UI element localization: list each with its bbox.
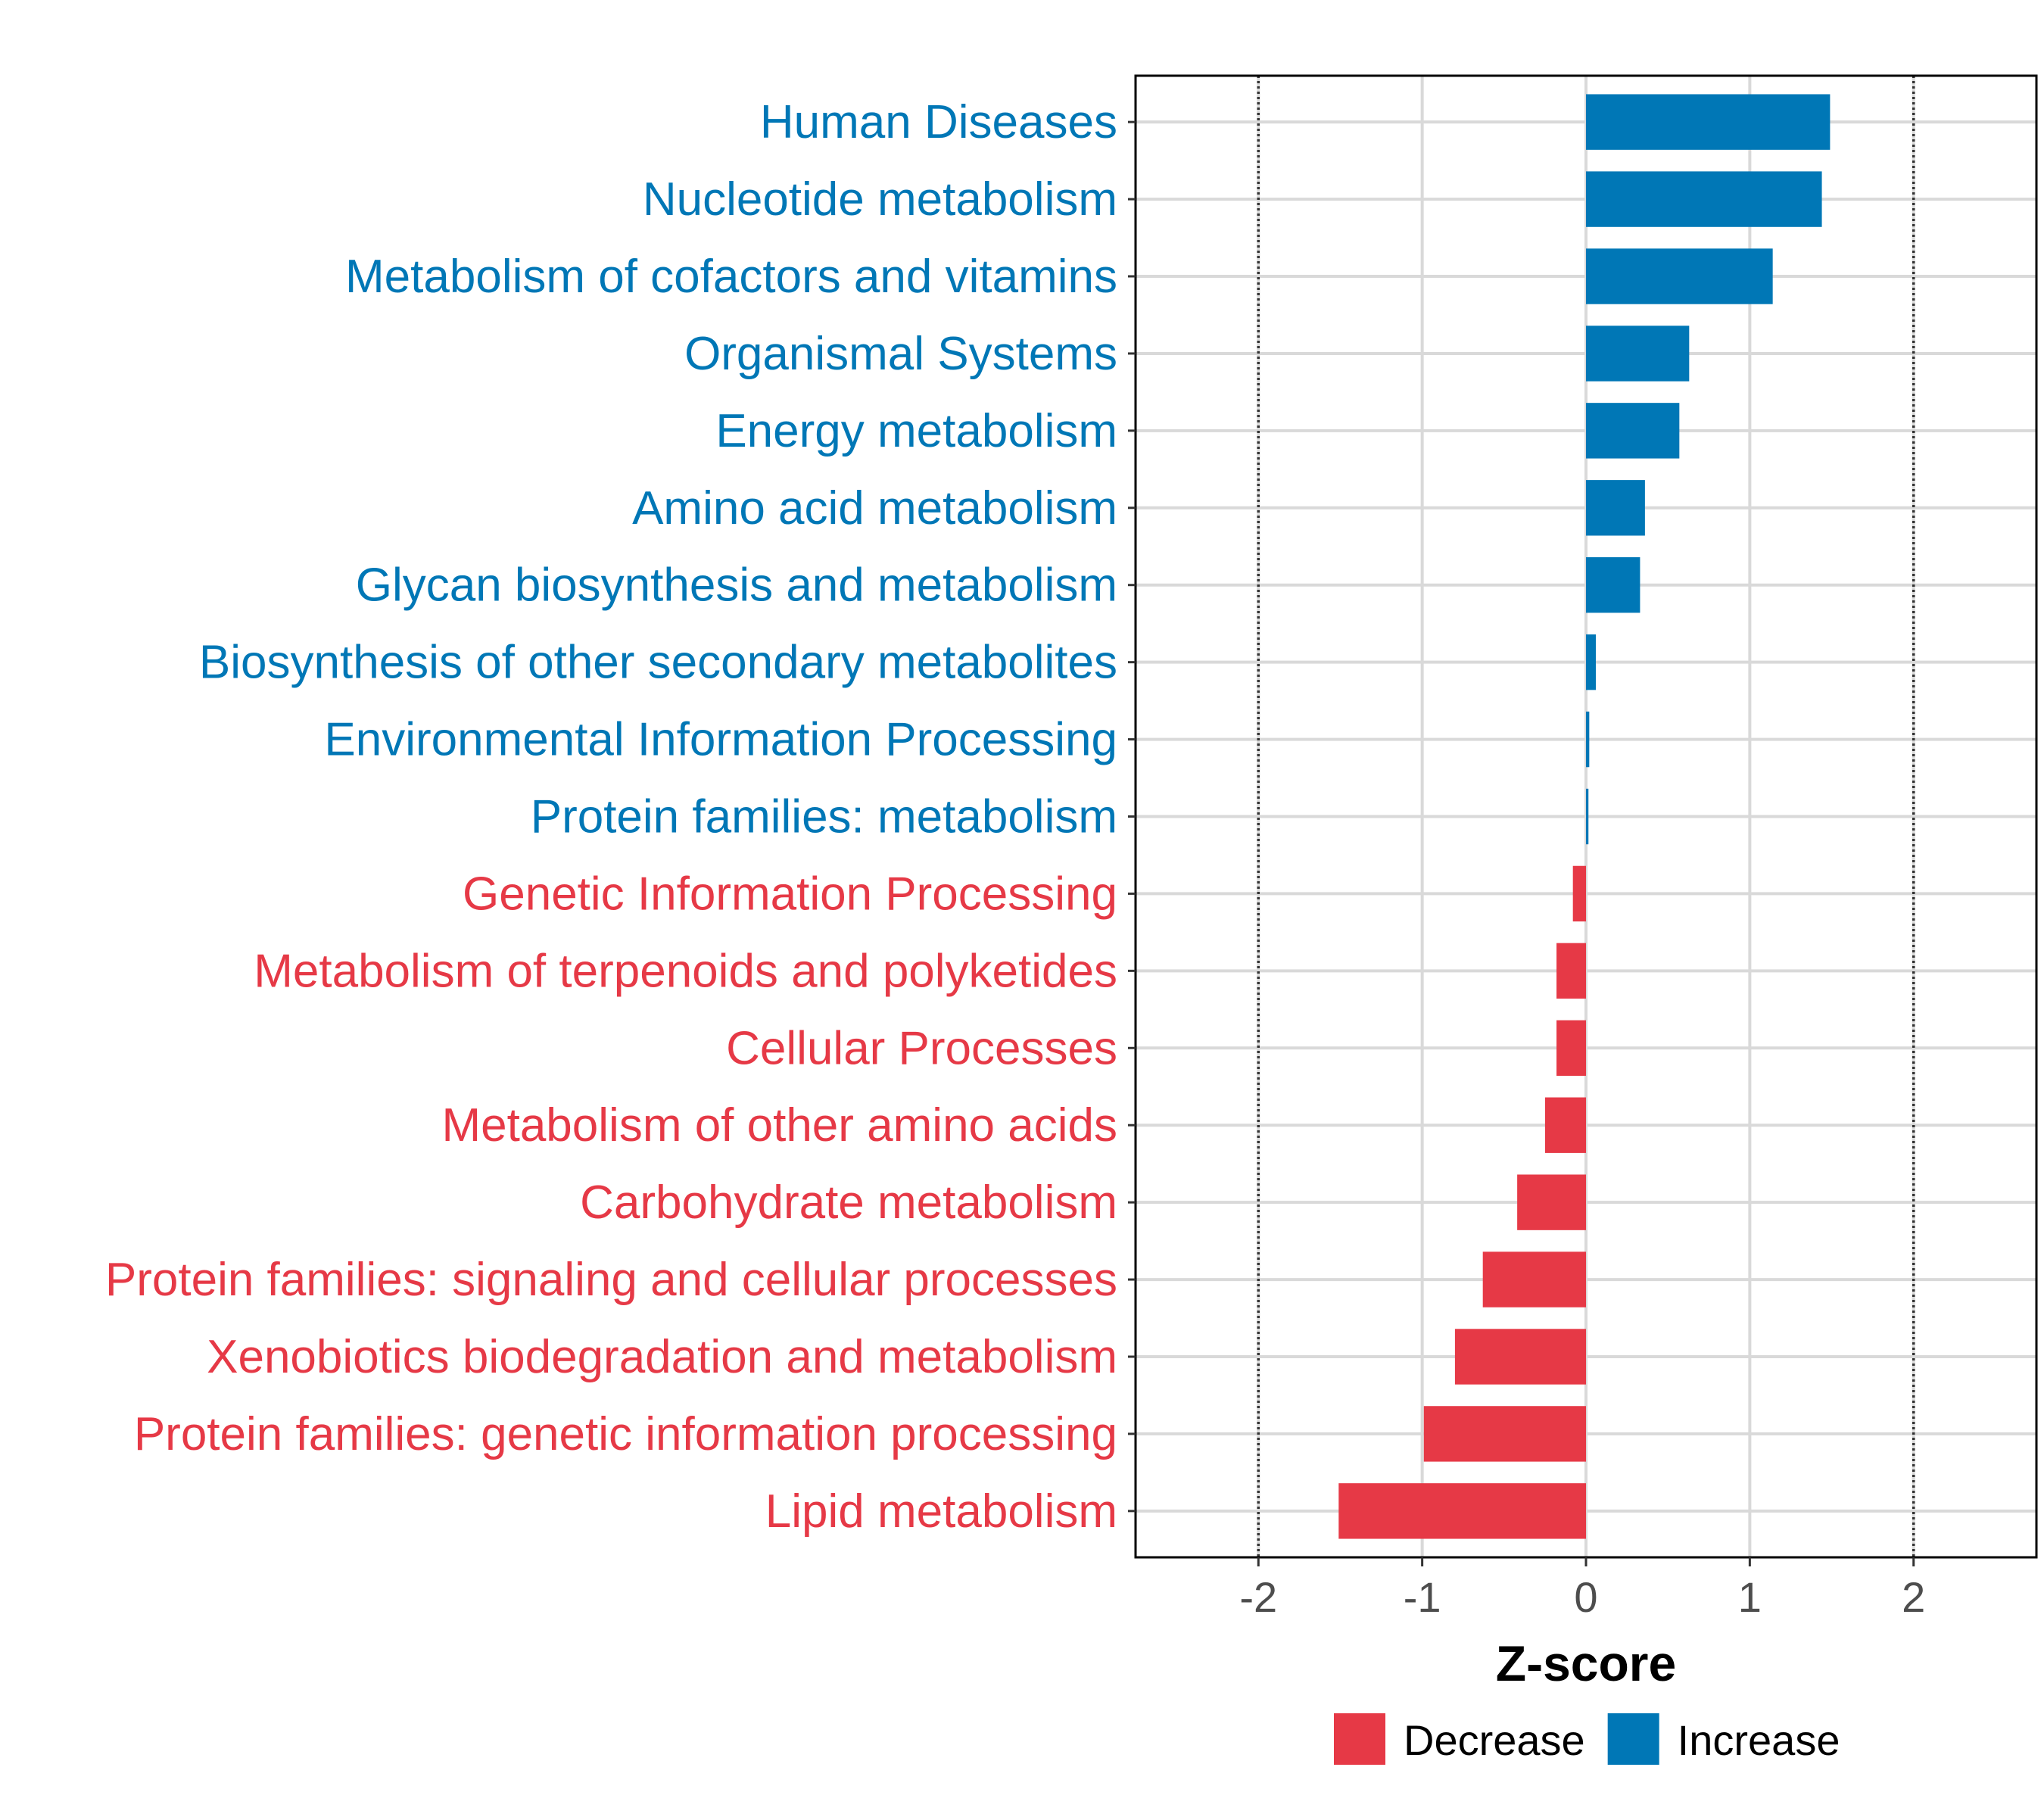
category-label: Biosynthesis of other secondary metaboli… xyxy=(199,637,1117,689)
x-tick-label: 1 xyxy=(1738,1573,1762,1621)
category-label: Metabolism of terpenoids and polyketides xyxy=(254,945,1117,997)
x-tick-label: 0 xyxy=(1574,1573,1597,1621)
bar xyxy=(1338,1483,1586,1539)
legend-label: Decrease xyxy=(1404,1716,1585,1764)
category-label: Glycan biosynthesis and metabolism xyxy=(356,559,1117,612)
bar xyxy=(1586,557,1640,613)
category-label: Energy metabolism xyxy=(715,405,1117,457)
category-label: Xenobiotics biodegradation and metabolis… xyxy=(207,1331,1117,1383)
category-label: Metabolism of cofactors and vitamins xyxy=(345,251,1117,303)
bar xyxy=(1482,1251,1586,1307)
x-tick-label: -1 xyxy=(1404,1573,1441,1621)
bar xyxy=(1586,248,1773,304)
category-label: Lipid metabolism xyxy=(765,1485,1117,1538)
category-label: Protein families: genetic information pr… xyxy=(134,1408,1117,1460)
bar xyxy=(1572,865,1586,922)
bar xyxy=(1586,403,1680,459)
category-label: Cellular Processes xyxy=(726,1022,1117,1074)
bar xyxy=(1586,711,1590,768)
x-tick-label: -2 xyxy=(1239,1573,1277,1621)
category-label: Human Diseases xyxy=(760,96,1117,148)
y-axis-ticks: Human Diseases Nucleotide metabolism Metab… xyxy=(105,96,1136,1538)
category-label: Nucleotide metabolism xyxy=(643,173,1117,226)
legend-label: Increase xyxy=(1678,1716,1840,1764)
bars xyxy=(1338,94,1831,1539)
bar xyxy=(1556,1020,1586,1076)
bar xyxy=(1586,480,1645,536)
category-label: Environmental Information Processing xyxy=(324,714,1117,766)
x-axis-title: Z-score xyxy=(1496,1635,1676,1691)
bar xyxy=(1454,1329,1586,1385)
category-label: Amino acid metabolism xyxy=(632,482,1117,535)
x-axis-ticks: -2 -1 0 1 2 xyxy=(1239,1557,1925,1621)
bar xyxy=(1423,1406,1586,1462)
bar xyxy=(1517,1174,1586,1230)
category-label: Metabolism of other amino acids xyxy=(441,1099,1117,1152)
legend-key xyxy=(1607,1713,1659,1765)
category-label: Organismal Systems xyxy=(684,328,1117,380)
legend-key xyxy=(1334,1713,1385,1765)
category-label: Carbohydrate metabolism xyxy=(580,1177,1117,1229)
bar xyxy=(1586,634,1596,690)
bar xyxy=(1586,171,1822,227)
category-label: Genetic Information Processing xyxy=(463,868,1117,920)
category-label: Protein families: signaling and cellular… xyxy=(105,1254,1117,1306)
bar xyxy=(1544,1097,1586,1153)
legend: Decrease Increase xyxy=(1334,1713,1840,1765)
bar xyxy=(1586,326,1690,382)
x-tick-label: 2 xyxy=(1902,1573,1925,1621)
category-label: Protein families: metabolism xyxy=(531,791,1117,843)
bar xyxy=(1556,943,1586,999)
bar xyxy=(1586,94,1831,150)
bar xyxy=(1586,788,1589,845)
